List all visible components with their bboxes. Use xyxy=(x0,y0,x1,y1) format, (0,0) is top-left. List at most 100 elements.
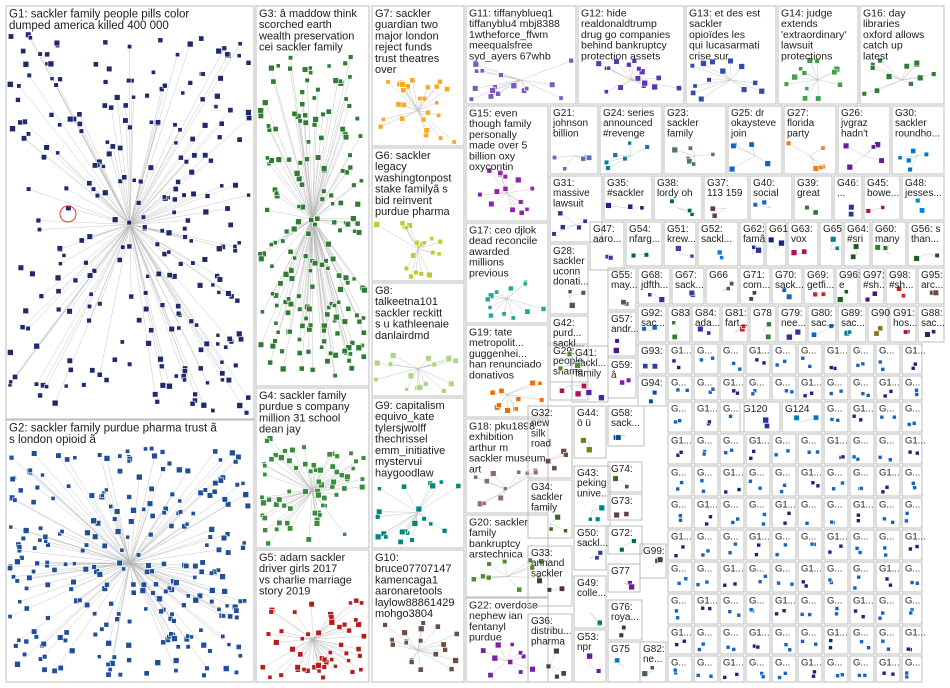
node xyxy=(651,389,658,396)
node xyxy=(710,152,716,157)
edge xyxy=(312,219,322,348)
group-label: G... xyxy=(853,346,868,357)
group-border xyxy=(685,5,777,105)
node xyxy=(884,576,890,582)
node xyxy=(481,500,487,506)
node xyxy=(400,87,407,94)
node xyxy=(158,86,165,92)
node xyxy=(347,152,353,158)
group-gx: G... xyxy=(875,343,901,375)
node xyxy=(563,528,568,534)
group-label: G6: sackler legacy washingtonpost stake fam… xyxy=(374,150,451,218)
group-border xyxy=(859,267,885,305)
node xyxy=(212,480,219,487)
edge xyxy=(276,638,313,643)
edge xyxy=(129,562,172,590)
node xyxy=(279,348,285,355)
node xyxy=(111,216,119,223)
node xyxy=(786,511,792,516)
node xyxy=(559,224,566,230)
node xyxy=(283,228,290,235)
node xyxy=(44,581,51,588)
node xyxy=(125,534,131,540)
node xyxy=(330,478,337,486)
node xyxy=(794,328,802,336)
edge xyxy=(129,212,175,225)
node xyxy=(736,612,742,618)
group-border xyxy=(693,465,719,497)
node xyxy=(455,483,462,489)
node xyxy=(171,618,177,624)
node xyxy=(880,205,886,210)
node xyxy=(192,391,198,398)
node xyxy=(323,258,329,264)
node xyxy=(20,48,27,55)
node xyxy=(302,461,309,468)
edge xyxy=(506,473,528,491)
node xyxy=(783,81,790,87)
node xyxy=(19,324,26,331)
node xyxy=(216,276,224,283)
node xyxy=(37,392,43,399)
edge xyxy=(129,224,208,383)
group-label: G1... xyxy=(723,564,744,575)
group-label: G46:... xyxy=(837,178,859,199)
group-border xyxy=(745,625,771,655)
group-label: G1... xyxy=(905,628,926,639)
group-border xyxy=(371,282,465,397)
node xyxy=(399,115,406,122)
node xyxy=(34,484,40,491)
node xyxy=(671,320,676,325)
node xyxy=(470,576,477,583)
node xyxy=(27,467,33,473)
node xyxy=(72,561,77,567)
node xyxy=(358,667,364,673)
node xyxy=(437,238,444,245)
node xyxy=(858,486,864,491)
group-g91: G91: hos... xyxy=(889,305,917,343)
group-label: G... xyxy=(723,596,738,607)
node xyxy=(208,570,215,576)
node xyxy=(756,542,762,548)
node xyxy=(114,528,122,535)
node xyxy=(722,675,728,680)
edge xyxy=(616,61,632,81)
edge xyxy=(312,199,323,220)
group-gx: G... xyxy=(823,375,849,401)
node xyxy=(634,75,642,82)
node xyxy=(837,81,843,88)
node xyxy=(171,635,178,642)
group-gx: G... xyxy=(667,375,693,401)
node xyxy=(699,478,705,484)
node xyxy=(127,44,133,50)
node xyxy=(178,261,184,267)
node xyxy=(848,204,855,211)
node xyxy=(870,144,877,150)
node xyxy=(671,146,679,154)
group-label: G74: xyxy=(611,464,633,475)
edge xyxy=(129,478,220,564)
edge xyxy=(129,562,223,637)
edge xyxy=(415,249,419,273)
node xyxy=(308,70,314,76)
edge xyxy=(312,466,333,492)
node xyxy=(208,157,214,164)
node xyxy=(159,302,166,308)
node xyxy=(558,95,564,101)
group-border xyxy=(727,105,783,175)
group-g42: G42: purd... sackl... xyxy=(549,315,589,383)
group-border xyxy=(549,175,603,243)
group-label: G93: xyxy=(641,346,663,357)
group-gx: G... xyxy=(771,465,797,497)
edge xyxy=(417,649,446,651)
group-border xyxy=(797,561,823,593)
group-gx: G... xyxy=(901,497,923,529)
node xyxy=(240,481,246,486)
node xyxy=(828,645,833,650)
group-g50: G50: sackl... xyxy=(573,525,608,571)
node xyxy=(208,526,215,533)
group-g67: G67: sack... xyxy=(671,267,705,305)
node xyxy=(315,478,322,485)
group-border xyxy=(667,305,691,343)
edge xyxy=(129,110,231,225)
